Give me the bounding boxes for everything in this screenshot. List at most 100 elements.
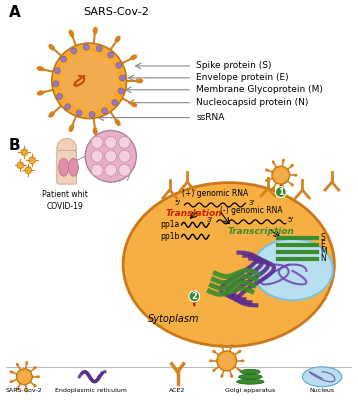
Text: 3': 3': [248, 200, 255, 206]
Text: Translation: Translation: [166, 210, 223, 218]
Ellipse shape: [93, 27, 98, 34]
Ellipse shape: [37, 66, 44, 71]
Ellipse shape: [69, 30, 74, 37]
Circle shape: [96, 46, 102, 52]
Circle shape: [29, 157, 36, 164]
Circle shape: [61, 52, 118, 110]
Ellipse shape: [241, 369, 260, 374]
Ellipse shape: [230, 344, 233, 348]
Text: Sytoplasm: Sytoplasm: [148, 314, 200, 324]
Ellipse shape: [303, 367, 342, 387]
Text: 5': 5': [288, 217, 294, 223]
Text: SARS-Cov-2: SARS-Cov-2: [83, 7, 149, 17]
Text: Nucleus: Nucleus: [310, 388, 335, 393]
Text: Envelope protein (E): Envelope protein (E): [196, 73, 289, 82]
Ellipse shape: [290, 183, 294, 186]
Text: 5': 5': [174, 200, 180, 206]
Circle shape: [71, 48, 77, 54]
Circle shape: [105, 164, 117, 176]
Circle shape: [19, 372, 29, 382]
Ellipse shape: [115, 36, 121, 43]
Ellipse shape: [265, 168, 269, 172]
Circle shape: [91, 150, 103, 162]
Circle shape: [53, 81, 59, 87]
Circle shape: [105, 150, 117, 162]
Ellipse shape: [272, 160, 275, 164]
Circle shape: [112, 100, 118, 106]
Ellipse shape: [16, 387, 19, 391]
Circle shape: [116, 62, 122, 68]
Text: B: B: [9, 138, 20, 154]
Circle shape: [54, 68, 60, 74]
Circle shape: [76, 110, 82, 116]
Ellipse shape: [48, 111, 55, 118]
Circle shape: [120, 75, 125, 81]
Ellipse shape: [33, 366, 37, 370]
Text: A: A: [9, 5, 20, 20]
Text: E: E: [320, 240, 325, 249]
Ellipse shape: [238, 374, 262, 379]
Text: S: S: [320, 233, 325, 242]
Circle shape: [275, 186, 286, 198]
Ellipse shape: [212, 350, 216, 353]
Text: 2: 2: [192, 292, 197, 301]
Text: Transcription: Transcription: [228, 227, 295, 236]
Circle shape: [65, 104, 71, 110]
Circle shape: [118, 88, 124, 94]
Text: Golgi apparatus: Golgi apparatus: [225, 388, 275, 393]
Text: 1: 1: [278, 188, 284, 196]
Ellipse shape: [16, 363, 19, 366]
Ellipse shape: [290, 164, 294, 167]
Circle shape: [21, 149, 28, 156]
Text: Nucleocapsid protein (N): Nucleocapsid protein (N): [196, 98, 309, 107]
Circle shape: [57, 138, 76, 158]
FancyBboxPatch shape: [57, 150, 76, 184]
Text: (-) genomic RNA: (-) genomic RNA: [220, 206, 283, 215]
Circle shape: [118, 150, 130, 162]
Text: SARS-Cov-2: SARS-Cov-2: [6, 388, 43, 393]
Text: Patient whit
COVID-19: Patient whit COVID-19: [42, 190, 88, 211]
Text: N: N: [320, 254, 326, 263]
Circle shape: [118, 164, 130, 176]
Circle shape: [61, 56, 67, 62]
Ellipse shape: [294, 174, 297, 177]
Ellipse shape: [252, 239, 333, 300]
Circle shape: [272, 166, 290, 184]
Circle shape: [57, 94, 63, 100]
Ellipse shape: [272, 186, 275, 190]
Ellipse shape: [209, 359, 213, 362]
Circle shape: [217, 351, 237, 371]
Text: 3': 3': [207, 217, 213, 223]
Circle shape: [17, 162, 24, 169]
Circle shape: [83, 44, 89, 50]
Text: pp1b: pp1b: [160, 232, 180, 241]
Circle shape: [275, 169, 287, 181]
Ellipse shape: [212, 368, 216, 372]
Ellipse shape: [33, 384, 37, 388]
Ellipse shape: [282, 158, 285, 162]
Text: Endoplasmic reticulum: Endoplasmic reticulum: [55, 388, 127, 393]
Circle shape: [220, 354, 234, 368]
Circle shape: [91, 164, 103, 176]
Text: ssRNA: ssRNA: [196, 113, 225, 122]
Ellipse shape: [265, 179, 269, 182]
Ellipse shape: [237, 379, 264, 384]
Ellipse shape: [130, 102, 137, 107]
Ellipse shape: [93, 127, 98, 135]
Circle shape: [118, 136, 130, 148]
Ellipse shape: [69, 124, 74, 132]
Circle shape: [102, 108, 107, 114]
Text: (+) genomic RNA: (+) genomic RNA: [182, 189, 248, 198]
Circle shape: [85, 130, 136, 182]
Ellipse shape: [238, 368, 241, 372]
Circle shape: [52, 43, 126, 118]
Ellipse shape: [221, 344, 223, 348]
Ellipse shape: [123, 183, 334, 346]
Ellipse shape: [10, 370, 13, 374]
Ellipse shape: [238, 350, 241, 353]
Ellipse shape: [221, 374, 223, 378]
Ellipse shape: [36, 375, 40, 378]
Ellipse shape: [25, 361, 28, 365]
Text: ACE2: ACE2: [169, 388, 186, 393]
Ellipse shape: [230, 374, 233, 378]
